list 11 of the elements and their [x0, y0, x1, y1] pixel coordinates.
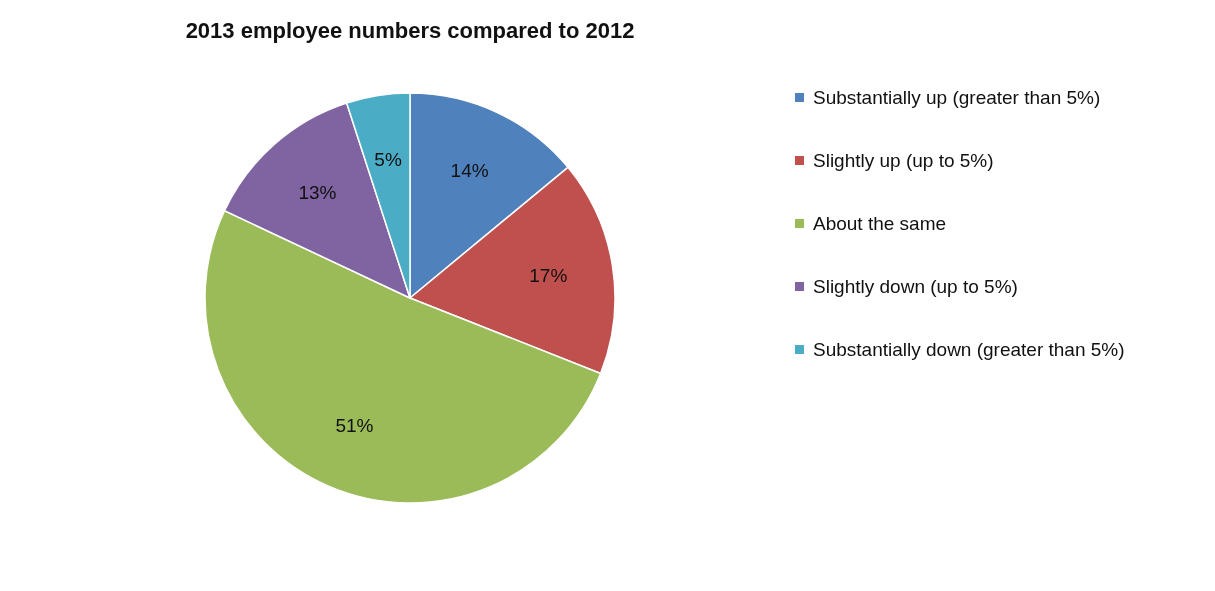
data-label: 13%	[298, 181, 337, 203]
data-label: 51%	[335, 415, 374, 437]
legend-label: About the same	[813, 212, 947, 234]
legend-label: Slightly down (up to 5%)	[813, 275, 1018, 297]
data-label: 5%	[374, 148, 402, 170]
chart-title: 2013 employee numbers compared to 2012	[185, 18, 635, 43]
data-label: 17%	[529, 265, 568, 287]
legend-label: Slightly up (up to 5%)	[813, 149, 994, 171]
data-label: 14%	[450, 160, 489, 182]
legend-label: Substantially up (greater than 5%)	[813, 86, 1101, 108]
legend-label: Substantially down (greater than 5%)	[813, 338, 1125, 360]
